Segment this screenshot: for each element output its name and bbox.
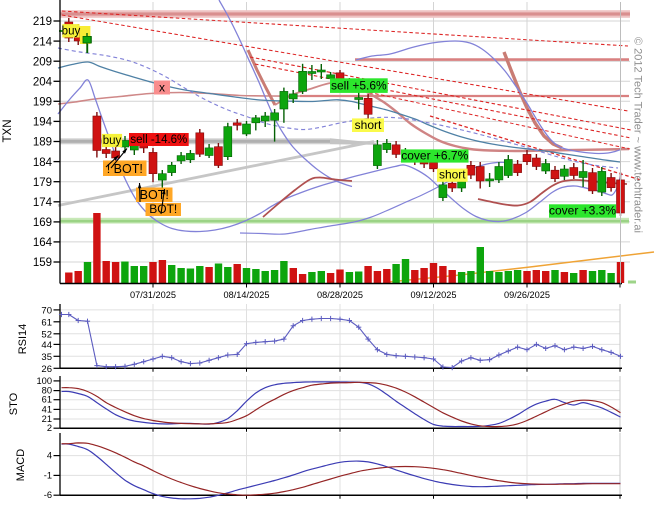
svg-text:100: 100 [36,376,52,386]
svg-text:-1: -1 [44,470,52,480]
svg-text:26: 26 [41,364,52,375]
svg-text:sell -14.6%: sell -14.6% [130,134,187,146]
svg-text:09/26/2025: 09/26/2025 [504,290,550,300]
svg-text:x: x [159,80,165,94]
svg-text:cover +3.3%: cover +3.3% [549,204,616,218]
svg-text:sell +5.6%: sell +5.6% [331,79,387,93]
svg-text:21: 21 [42,414,52,424]
svg-text:RSI14: RSI14 [17,324,29,355]
svg-text:buy: buy [62,25,81,37]
svg-text:70: 70 [41,305,52,316]
svg-text:short: short [439,168,466,182]
svg-text:199: 199 [33,97,52,109]
svg-text:08/14/2025: 08/14/2025 [224,290,270,300]
svg-text:TXN: TXN [2,120,14,143]
svg-text:41: 41 [42,404,52,414]
svg-text:184: 184 [33,157,53,169]
svg-text:204: 204 [33,76,53,88]
svg-text:209: 209 [33,56,52,68]
svg-text:buy: buy [103,135,122,147]
svg-text:164: 164 [33,237,53,249]
svg-text:-6: -6 [44,490,52,500]
svg-text:169: 169 [33,217,52,229]
svg-text:STO: STO [8,392,20,415]
svg-text:BOT!: BOT! [149,202,177,216]
svg-text:09/12/2025: 09/12/2025 [411,290,457,300]
svg-text:61: 61 [41,317,52,328]
svg-text:2: 2 [47,423,52,433]
svg-text:4: 4 [47,451,52,461]
svg-text:61: 61 [42,395,52,405]
svg-text:179: 179 [33,177,52,189]
svg-text:159: 159 [33,257,52,269]
svg-text:194: 194 [33,117,53,129]
svg-text:07/31/2025: 07/31/2025 [130,290,176,300]
svg-text:219: 219 [33,16,52,28]
svg-text:52: 52 [41,329,52,340]
svg-text:© 2012 Tech Trader ~ www.techt: © 2012 Tech Trader ~ www.techtrader.ai [632,37,644,233]
svg-text:08/28/2025: 08/28/2025 [317,290,363,300]
svg-text:short: short [355,118,382,132]
svg-text:44: 44 [41,340,52,351]
svg-text:80: 80 [42,386,52,396]
svg-text:MACD: MACD [15,449,27,481]
svg-text:BOT!: BOT! [140,188,169,202]
svg-text:! BOT!: ! BOT! [107,162,143,176]
svg-text:214: 214 [33,36,53,48]
svg-text:189: 189 [33,137,52,149]
svg-text:cover +6.7%: cover +6.7% [401,148,468,162]
svg-text:174: 174 [33,197,53,209]
svg-text:35: 35 [41,352,52,363]
